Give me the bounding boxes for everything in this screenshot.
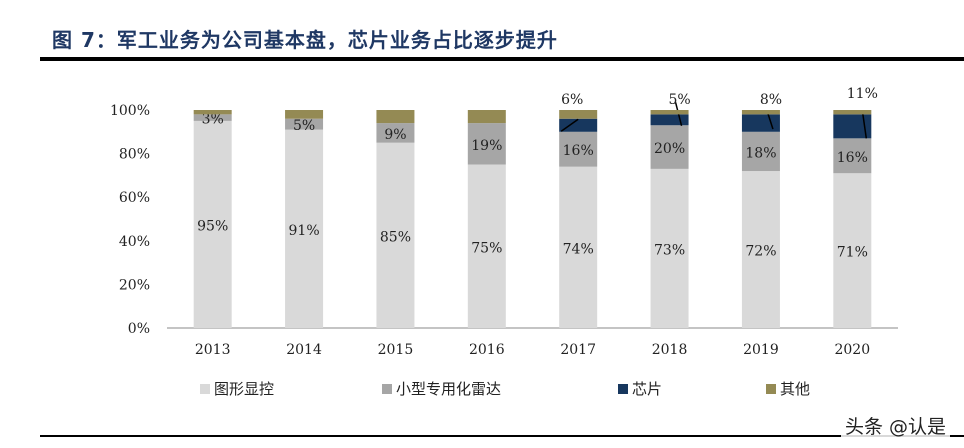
data-label: 20%: [654, 141, 685, 157]
data-label: 73%: [654, 242, 685, 258]
bar-segment-其他: [559, 110, 598, 119]
leader-line: [560, 118, 579, 132]
data-label: 16%: [837, 150, 868, 166]
legend-swatch: [618, 384, 628, 394]
data-label: 85%: [380, 229, 411, 245]
x-tick-label: 2020: [834, 342, 870, 358]
x-tick-label: 2014: [286, 342, 322, 358]
data-label: 11%: [847, 86, 878, 102]
bar-segment-图形显控: [193, 120, 232, 329]
bar-segment-图形显控: [741, 171, 780, 328]
bar-segment-芯片: [650, 114, 689, 126]
x-tick-label: 2018: [652, 342, 688, 358]
bar-segment-其他: [467, 110, 506, 124]
x-tick-label: 2013: [195, 342, 231, 358]
data-label: 19%: [471, 138, 502, 154]
bar-segment-图形显控: [650, 168, 689, 328]
x-tick-label: 2019: [743, 342, 779, 358]
data-label: 74%: [563, 241, 594, 257]
bar-segment-图形显控: [833, 173, 872, 328]
legend-swatch: [766, 384, 776, 394]
data-label: 5%: [668, 92, 690, 108]
data-label: 6%: [561, 92, 583, 108]
bar-segment-小型专用化雷达: [650, 125, 689, 169]
bar-segment-芯片: [741, 114, 780, 132]
bar-segment-小型专用化雷达: [833, 138, 872, 174]
data-label: 91%: [289, 223, 320, 239]
bar-segment-小型专用化雷达: [741, 131, 780, 172]
data-label: 75%: [471, 240, 502, 256]
bar-segment-小型专用化雷达: [467, 123, 506, 165]
bar-segment-小型专用化雷达: [376, 123, 415, 143]
bar-segment-芯片: [559, 118, 598, 132]
y-tick-label: 80%: [119, 147, 150, 163]
bar-segment-小型专用化雷达: [193, 114, 232, 121]
bar-segment-其他: [650, 110, 689, 115]
x-tick-label: 2017: [560, 342, 596, 358]
bar-segment-其他: [833, 110, 872, 115]
leader-line: [861, 110, 868, 139]
bar-segment-图形显控: [559, 166, 598, 328]
bar-segment-图形显控: [285, 129, 324, 328]
y-tick-label: 0%: [128, 321, 150, 337]
bar-segment-其他: [376, 110, 415, 124]
legend-label: 其他: [780, 380, 810, 398]
legend-swatch: [200, 384, 210, 394]
data-label: 18%: [745, 145, 776, 161]
bar-segment-小型专用化雷达: [559, 131, 598, 167]
data-label: 16%: [563, 143, 594, 159]
bar-segment-图形显控: [376, 142, 415, 328]
title-divider: [40, 57, 964, 61]
y-tick-label: 60%: [119, 190, 150, 206]
bar-segment-其他: [285, 110, 324, 119]
data-label: 5%: [293, 118, 315, 134]
data-label: 72%: [745, 244, 776, 260]
bar-segment-其他: [193, 110, 232, 115]
legend-label: 小型专用化雷达: [396, 380, 501, 398]
data-label: 8%: [760, 92, 782, 108]
y-tick-label: 40%: [119, 234, 150, 250]
x-tick-label: 2015: [378, 342, 414, 358]
legend-label: 图形显控: [214, 380, 274, 398]
legend-swatch: [382, 384, 392, 394]
bar-segment-小型专用化雷达: [285, 118, 324, 130]
bar-segment-图形显控: [467, 164, 506, 328]
data-label: 95%: [197, 218, 228, 234]
figure-title: 图 7：军工业务为公司基本盘，芯片业务占比逐步提升: [52, 28, 558, 52]
bar-segment-芯片: [833, 114, 872, 139]
data-label: 9%: [384, 127, 406, 143]
y-tick-label: 20%: [119, 277, 150, 293]
x-tick-label: 2016: [469, 342, 505, 358]
legend-label: 芯片: [632, 380, 662, 398]
watermark: 头条 @认是: [840, 412, 950, 439]
data-label: 71%: [837, 245, 868, 261]
bottom-divider: [40, 435, 964, 437]
bar-segment-其他: [741, 110, 780, 115]
data-label: 3%: [202, 112, 224, 128]
y-tick-label: 100%: [110, 103, 150, 119]
